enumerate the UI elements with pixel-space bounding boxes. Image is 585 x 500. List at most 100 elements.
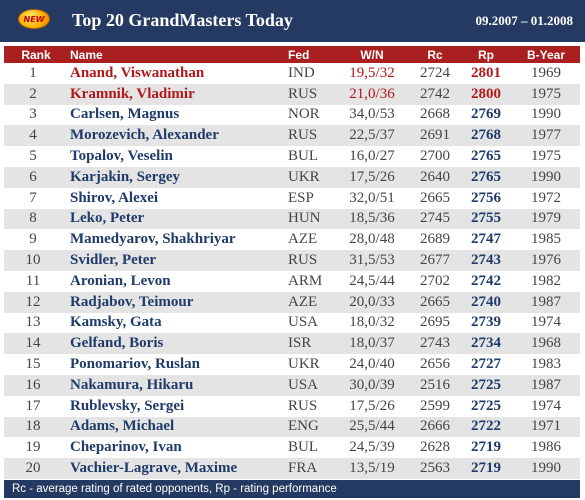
page-title: Top 20 GrandMasters Today xyxy=(72,10,293,30)
rating-performance-cell: 2800 xyxy=(460,83,512,105)
rating-performance-cell: 2719 xyxy=(460,458,512,479)
avg-opponent-rating-cell: 2702 xyxy=(420,272,450,289)
avg-opponent-rating-cell: 2656 xyxy=(420,356,450,373)
rank-cell: 18 xyxy=(4,416,68,438)
avg-opponent-rating-cell: 2665 xyxy=(410,291,460,313)
score-cell: 16,0/27 xyxy=(349,148,395,165)
rating-performance-cell: 2719 xyxy=(471,439,501,456)
rank-cell: 1 xyxy=(29,64,37,81)
score-cell: 24,0/40 xyxy=(349,356,395,373)
rating-performance-cell: 2743 xyxy=(460,250,512,271)
table-row: 18 Adams, Michael ENG 25,5/44 2666 2722 1971 xyxy=(4,416,580,438)
player-name-cell: Ponomariov, Ruslan xyxy=(70,356,201,373)
birth-year-cell: 1968 xyxy=(512,333,580,355)
birth-year-cell: 1982 xyxy=(531,272,561,289)
score-cell: 25,5/44 xyxy=(334,416,410,438)
column-header-wn: W/N xyxy=(334,46,410,63)
score-cell: 32,0/51 xyxy=(349,189,395,206)
federation-cell: IND xyxy=(288,64,315,81)
avg-opponent-rating-cell: 2745 xyxy=(410,208,460,230)
player-name-cell: Nakamura, Hikaru xyxy=(68,374,284,396)
rating-performance-cell: 2755 xyxy=(460,208,512,230)
birth-year-cell: 1974 xyxy=(531,314,561,331)
column-header-rc: Rc xyxy=(410,46,460,63)
birth-year-cell: 1983 xyxy=(531,356,561,373)
table-row: 11 Aronian, Levon ARM 24,5/44 2702 2742 1982 xyxy=(4,271,580,292)
rating-performance-cell: 2725 xyxy=(460,374,512,396)
birth-year-cell: 1975 xyxy=(531,148,561,165)
player-name-cell: Aronian, Levon xyxy=(70,272,171,289)
birth-year-cell: 1969 xyxy=(531,64,561,81)
rank-cell: 15 xyxy=(25,356,41,373)
rating-performance-cell: 2769 xyxy=(471,106,501,123)
rank-cell: 12 xyxy=(4,291,68,313)
column-header-name: Name xyxy=(68,46,284,63)
avg-opponent-rating-cell: 2724 xyxy=(420,64,450,81)
footer-note: Rc - average rating of rated opponents, … xyxy=(4,480,580,498)
score-cell: 17,5/26 xyxy=(334,166,410,188)
column-header-byear: B-Year xyxy=(512,46,580,63)
score-cell: 34,0/53 xyxy=(349,106,395,123)
avg-opponent-rating-cell: 2700 xyxy=(420,148,450,165)
score-cell: 18,0/32 xyxy=(349,314,395,331)
avg-opponent-rating-cell: 2742 xyxy=(410,83,460,105)
rank-cell: 4 xyxy=(4,125,68,147)
rating-performance-cell: 2756 xyxy=(471,189,501,206)
score-cell: 28,0/48 xyxy=(349,231,395,248)
avg-opponent-rating-cell: 2666 xyxy=(410,416,460,438)
birth-year-cell: 1985 xyxy=(531,231,561,248)
rating-performance-cell: 2734 xyxy=(460,333,512,355)
birth-year-cell: 1974 xyxy=(531,397,561,414)
rank-cell: 7 xyxy=(29,189,37,206)
table-row: 3 Carlsen, Magnus NOR 34,0/53 2668 2769 1990 xyxy=(4,105,580,126)
period-range: 09.2007 – 01.2008 xyxy=(475,13,574,28)
rank-cell: 6 xyxy=(4,166,68,188)
rating-performance-cell: 2722 xyxy=(460,416,512,438)
rank-cell: 13 xyxy=(25,314,41,331)
table-header-row: Rank Name Fed W/N Rc Rp B-Year xyxy=(4,46,580,63)
table-row: 19 Cheparinov, Ivan BUL 24,5/39 2628 2719 1986 xyxy=(4,437,580,458)
table-row: 17 Rublevsky, Sergei RUS 17,5/26 2599 2725 197… xyxy=(4,396,580,417)
federation-cell: USA xyxy=(284,374,334,396)
avg-opponent-rating-cell: 2563 xyxy=(410,458,460,479)
player-name-cell: Adams, Michael xyxy=(68,416,284,438)
table-row: 10 Svidler, Peter RUS 31,5/53 2677 2743 1976 xyxy=(4,250,580,271)
score-cell: 18,5/36 xyxy=(334,208,410,230)
rating-performance-cell: 2747 xyxy=(471,231,501,248)
avg-opponent-rating-cell: 2640 xyxy=(410,166,460,188)
player-name-cell: Topalov, Veselin xyxy=(70,148,173,165)
federation-cell: ARM xyxy=(288,272,323,289)
table-row: 7 Shirov, Alexei ESP 32,0/51 2665 2756 1972 xyxy=(4,188,580,209)
table-row: 15 Ponomariov, Ruslan UKR 24,0/40 2656 2727 19… xyxy=(4,354,580,375)
avg-opponent-rating-cell: 2743 xyxy=(410,333,460,355)
federation-cell: FRA xyxy=(284,458,334,479)
rating-performance-cell: 2739 xyxy=(471,314,501,331)
avg-opponent-rating-cell: 2691 xyxy=(410,125,460,147)
player-name-cell: Radjabov, Teimour xyxy=(68,291,284,313)
avg-opponent-rating-cell: 2689 xyxy=(420,231,450,248)
avg-opponent-rating-cell: 2599 xyxy=(420,397,450,414)
rating-performance-cell: 2725 xyxy=(471,397,501,414)
player-name-cell: Cheparinov, Ivan xyxy=(70,439,182,456)
player-name-cell: Gelfand, Boris xyxy=(68,333,284,355)
column-header-rp: Rp xyxy=(460,46,512,63)
player-name-cell: Anand, Viswanathan xyxy=(70,64,205,81)
score-cell: 31,5/53 xyxy=(334,250,410,271)
player-name-cell: Rublevsky, Sergei xyxy=(70,397,185,414)
birth-year-cell: 1976 xyxy=(512,250,580,271)
birth-year-cell: 1972 xyxy=(531,189,561,206)
federation-cell: RUS xyxy=(284,250,334,271)
birth-year-cell: 1971 xyxy=(512,416,580,438)
federation-cell: USA xyxy=(288,314,319,331)
rank-cell: 5 xyxy=(29,148,37,165)
player-name-cell: Karjakin, Sergey xyxy=(68,166,284,188)
score-cell: 24,5/44 xyxy=(349,272,395,289)
score-cell: 30,0/39 xyxy=(334,374,410,396)
rank-cell: 16 xyxy=(4,374,68,396)
rank-cell: 19 xyxy=(25,439,41,456)
table-row: 20 Vachier-Lagrave, Maxime FRA 13,5/19 2563 2… xyxy=(4,458,580,479)
birth-year-cell: 1979 xyxy=(512,208,580,230)
table-row: 9 Mamedyarov, Shakhriyar AZE 28,0/48 2689 274… xyxy=(4,229,580,250)
avg-opponent-rating-cell: 2668 xyxy=(420,106,450,123)
